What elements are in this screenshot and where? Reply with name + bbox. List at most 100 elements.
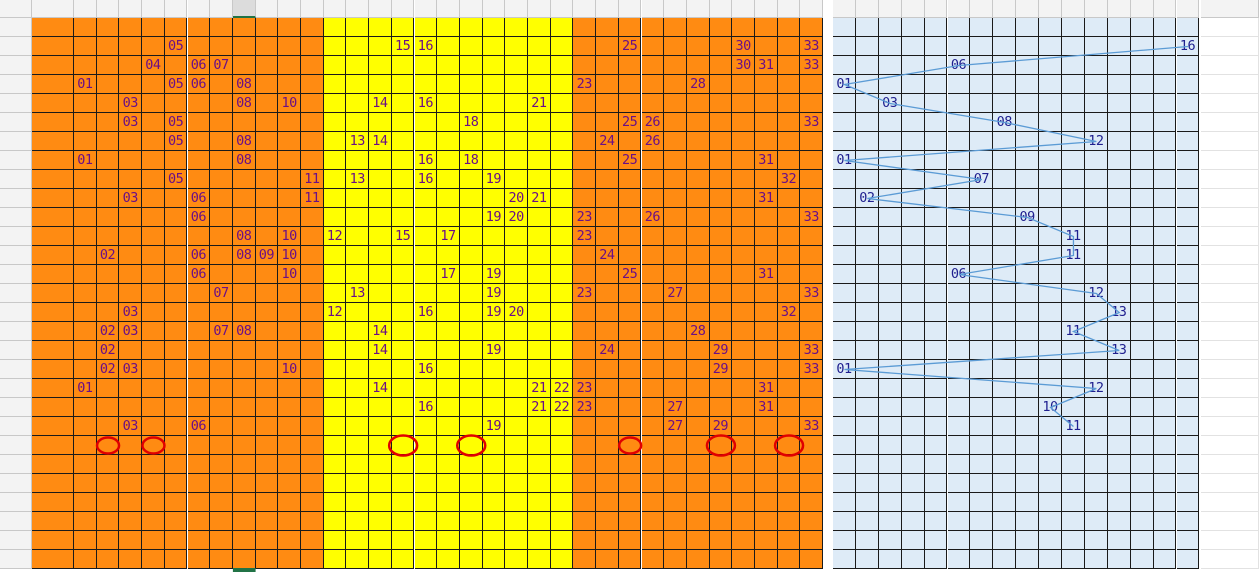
grid-cell[interactable] bbox=[96, 550, 120, 569]
grid-cell[interactable] bbox=[709, 246, 733, 265]
grid-cell[interactable] bbox=[970, 151, 994, 170]
grid-cell[interactable] bbox=[505, 436, 528, 455]
grid-cell[interactable] bbox=[96, 265, 120, 284]
grid-cell[interactable] bbox=[505, 417, 528, 436]
grid-cell[interactable] bbox=[1176, 455, 1200, 474]
grid-cell[interactable] bbox=[800, 398, 824, 417]
blue-ball-cell-12[interactable]: 12 bbox=[1084, 379, 1108, 398]
grid-cell[interactable] bbox=[459, 37, 483, 56]
grid-cell[interactable] bbox=[777, 455, 801, 474]
grid-cell[interactable] bbox=[833, 94, 856, 113]
grid-cell[interactable] bbox=[391, 284, 415, 303]
empty-cell[interactable] bbox=[1201, 436, 1259, 455]
grid-cell[interactable] bbox=[1039, 94, 1062, 113]
grid-cell[interactable] bbox=[686, 512, 710, 531]
grid-cell[interactable] bbox=[550, 265, 574, 284]
grid-cell[interactable] bbox=[618, 360, 642, 379]
grid-cell[interactable] bbox=[164, 303, 188, 322]
grid-cell[interactable] bbox=[550, 303, 574, 322]
grid-cell[interactable] bbox=[947, 189, 971, 208]
grid-cell[interactable] bbox=[596, 531, 619, 550]
grid-cell[interactable] bbox=[924, 132, 948, 151]
grid-cell[interactable] bbox=[550, 113, 574, 132]
grid-cell[interactable] bbox=[437, 417, 460, 436]
grid-cell[interactable] bbox=[1062, 341, 1085, 360]
grid-cell[interactable] bbox=[278, 531, 301, 550]
red-ball-cell-12[interactable]: 12 bbox=[323, 303, 347, 322]
grid-cell[interactable] bbox=[414, 379, 438, 398]
grid-cell[interactable] bbox=[1107, 379, 1131, 398]
grid-cell[interactable] bbox=[1153, 132, 1177, 151]
grid-cell[interactable] bbox=[573, 322, 597, 341]
grid-cell[interactable] bbox=[709, 75, 733, 94]
blue-ball-cell-12[interactable]: 12 bbox=[1084, 284, 1108, 303]
grid-cell[interactable] bbox=[74, 208, 97, 227]
grid-cell[interactable] bbox=[686, 360, 710, 379]
grid-cell[interactable] bbox=[901, 37, 925, 56]
grid-cell[interactable] bbox=[232, 398, 256, 417]
red-ball-cell-28[interactable]: 28 bbox=[686, 322, 710, 341]
grid-cell[interactable] bbox=[641, 322, 665, 341]
red-ball-cell-26[interactable]: 26 bbox=[641, 113, 665, 132]
grid-cell[interactable] bbox=[96, 512, 120, 531]
grid-cell[interactable] bbox=[924, 379, 948, 398]
grid-cell[interactable] bbox=[482, 474, 506, 493]
column-header-x[interactable] bbox=[573, 0, 597, 18]
blue-ball-cell-08[interactable]: 08 bbox=[993, 113, 1017, 132]
red-ball-cell-25[interactable]: 25 bbox=[618, 113, 642, 132]
grid-cell[interactable] bbox=[947, 151, 971, 170]
grid-cell[interactable] bbox=[210, 417, 233, 436]
grid-cell[interactable] bbox=[800, 189, 824, 208]
grid-cell[interactable] bbox=[1039, 379, 1062, 398]
grid-cell[interactable] bbox=[74, 550, 97, 569]
grid-cell[interactable] bbox=[993, 512, 1017, 531]
grid-cell[interactable] bbox=[855, 265, 879, 284]
grid-cell[interactable] bbox=[550, 208, 574, 227]
grid-cell[interactable] bbox=[1153, 398, 1177, 417]
empty-cell[interactable] bbox=[1201, 360, 1259, 379]
red-ball-cell-19[interactable]: 19 bbox=[482, 284, 506, 303]
grid-cell[interactable] bbox=[573, 94, 597, 113]
grid-cell[interactable] bbox=[1062, 75, 1085, 94]
grid-cell[interactable] bbox=[1016, 493, 1040, 512]
period-cell[interactable] bbox=[32, 493, 74, 512]
grid-cell[interactable] bbox=[1016, 113, 1040, 132]
grid-cell[interactable] bbox=[1153, 360, 1177, 379]
grid-cell[interactable] bbox=[74, 189, 97, 208]
grid-cell[interactable] bbox=[709, 303, 733, 322]
grid-cell[interactable] bbox=[993, 56, 1017, 75]
grid-cell[interactable] bbox=[970, 56, 994, 75]
grid-cell[interactable] bbox=[414, 227, 438, 246]
grid-cell[interactable] bbox=[618, 531, 642, 550]
grid-cell[interactable] bbox=[924, 189, 948, 208]
grid-cell[interactable] bbox=[323, 208, 347, 227]
grid-cell[interactable] bbox=[323, 436, 347, 455]
grid-cell[interactable] bbox=[1176, 493, 1200, 512]
grid-cell[interactable] bbox=[618, 379, 642, 398]
column-header-g[interactable] bbox=[187, 0, 211, 18]
grid-cell[interactable] bbox=[1107, 512, 1131, 531]
grid-cell[interactable] bbox=[1016, 151, 1040, 170]
grid-cell[interactable] bbox=[414, 265, 438, 284]
grid-cell[interactable] bbox=[777, 398, 801, 417]
grid-cell[interactable] bbox=[855, 455, 879, 474]
grid-cell[interactable] bbox=[210, 37, 233, 56]
grid-cell[interactable] bbox=[901, 132, 925, 151]
grid-cell[interactable] bbox=[391, 493, 415, 512]
empty-cell[interactable] bbox=[1201, 151, 1259, 170]
grid-cell[interactable] bbox=[1130, 512, 1154, 531]
grid-cell[interactable] bbox=[1176, 189, 1200, 208]
grid-cell[interactable] bbox=[901, 341, 925, 360]
grid-cell[interactable] bbox=[391, 322, 415, 341]
grid-cell[interactable] bbox=[1153, 436, 1177, 455]
grid-cell[interactable] bbox=[855, 341, 879, 360]
grid-cell[interactable] bbox=[550, 474, 574, 493]
period-cell[interactable] bbox=[32, 151, 74, 170]
grid-cell[interactable] bbox=[528, 360, 551, 379]
grid-cell[interactable] bbox=[437, 132, 460, 151]
grid-cell[interactable] bbox=[664, 208, 687, 227]
grid-cell[interactable] bbox=[755, 132, 778, 151]
grid-cell[interactable] bbox=[755, 531, 778, 550]
red-ball-cell-05[interactable]: 05 bbox=[164, 113, 188, 132]
grid-cell[interactable] bbox=[482, 493, 506, 512]
